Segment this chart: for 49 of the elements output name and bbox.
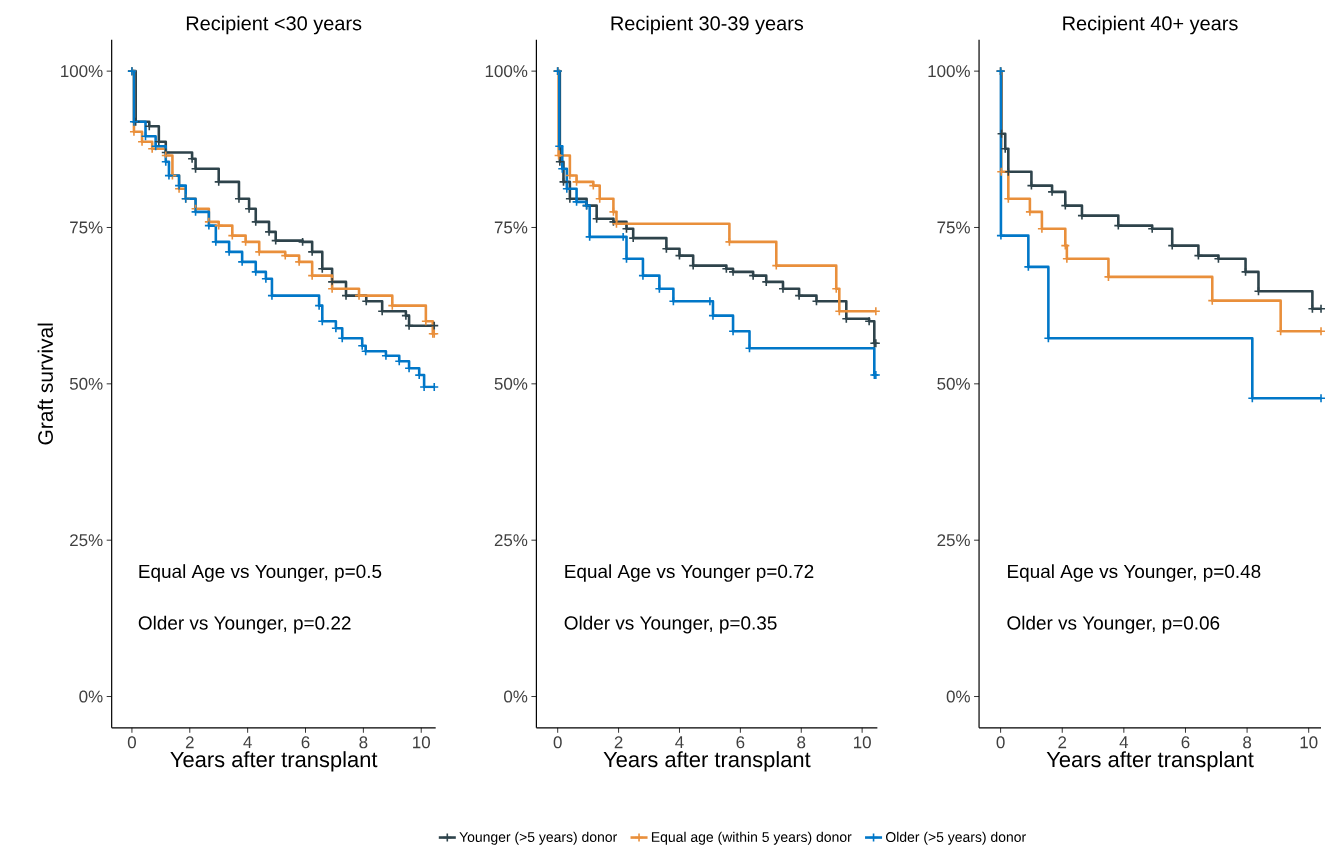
y-axis-title: Graft survival — [37, 323, 53, 445]
x-tick-label: 2 — [1058, 736, 1067, 748]
x-tick-label: 6 — [301, 736, 310, 749]
y-tick-label: 0% — [504, 690, 528, 703]
y-tick-label: 0% — [79, 690, 103, 703]
annotation: Older vs Younger, p=0.06 — [1007, 615, 1220, 634]
x-tick-label: 6 — [1181, 736, 1190, 749]
x-tick-label: 8 — [359, 736, 368, 749]
x-tick-label: 0 — [996, 736, 1005, 749]
x-tick-label: 8 — [797, 736, 806, 749]
x-tick-label: 0 — [127, 736, 136, 749]
x-axis-title: Years after transplant — [603, 750, 811, 772]
x-tick-label: 10 — [1300, 736, 1318, 749]
annotation: Equal Age vs Younger, p=0.48 — [1008, 564, 1261, 582]
y-tick-label: 75% — [937, 221, 970, 234]
annotation: Older vs Younger, p=0.35 — [564, 615, 777, 634]
x-tick-label: 4 — [675, 736, 684, 748]
y-tick-label: 50% — [937, 377, 970, 390]
x-tick-label: 4 — [243, 736, 252, 748]
x-tick-label: 0 — [553, 736, 562, 749]
x-axis-title: Years after transplant — [1046, 750, 1254, 772]
x-axis-title: Years after transplant — [170, 750, 378, 772]
annotation: Older vs Younger, p=0.22 — [138, 615, 351, 634]
y-tick-label: 25% — [70, 534, 103, 547]
y-tick-label: 75% — [494, 221, 528, 234]
y-tick-label: 75% — [70, 221, 103, 234]
y-tick-label: 100% — [928, 64, 970, 77]
x-tick-label: 2 — [185, 736, 194, 748]
x-tick-label: 10 — [854, 736, 871, 749]
y-tick-label: 100% — [61, 64, 103, 77]
x-tick-label: 8 — [1243, 736, 1252, 749]
chart-title: Recipient 40+ years — [1063, 15, 1238, 35]
legend-label: Younger (>5 years) donor — [459, 831, 618, 845]
x-tick-label: 2 — [614, 736, 623, 748]
x-tick-label: 4 — [1119, 736, 1129, 748]
x-tick-label: 10 — [413, 736, 430, 749]
legend-label: Equal age (within 5 years) donor — [651, 831, 852, 845]
y-tick-label: 25% — [494, 534, 528, 547]
chart-title: Recipient 30-39 years — [611, 15, 804, 35]
legend-label: Older (>5 years) donor — [886, 831, 1026, 845]
y-tick-label: 50% — [494, 377, 528, 390]
annotation: Equal Age vs Younger p=0.72 — [565, 564, 814, 582]
y-tick-label: 100% — [485, 64, 528, 77]
chart-title: Recipient <30 years — [186, 15, 362, 35]
x-tick-label: 6 — [736, 736, 745, 749]
y-tick-label: 0% — [946, 690, 970, 703]
y-tick-label: 25% — [937, 534, 970, 547]
annotation: Equal Age vs Younger, p=0.5 — [139, 564, 382, 582]
y-tick-label: 50% — [69, 377, 103, 390]
